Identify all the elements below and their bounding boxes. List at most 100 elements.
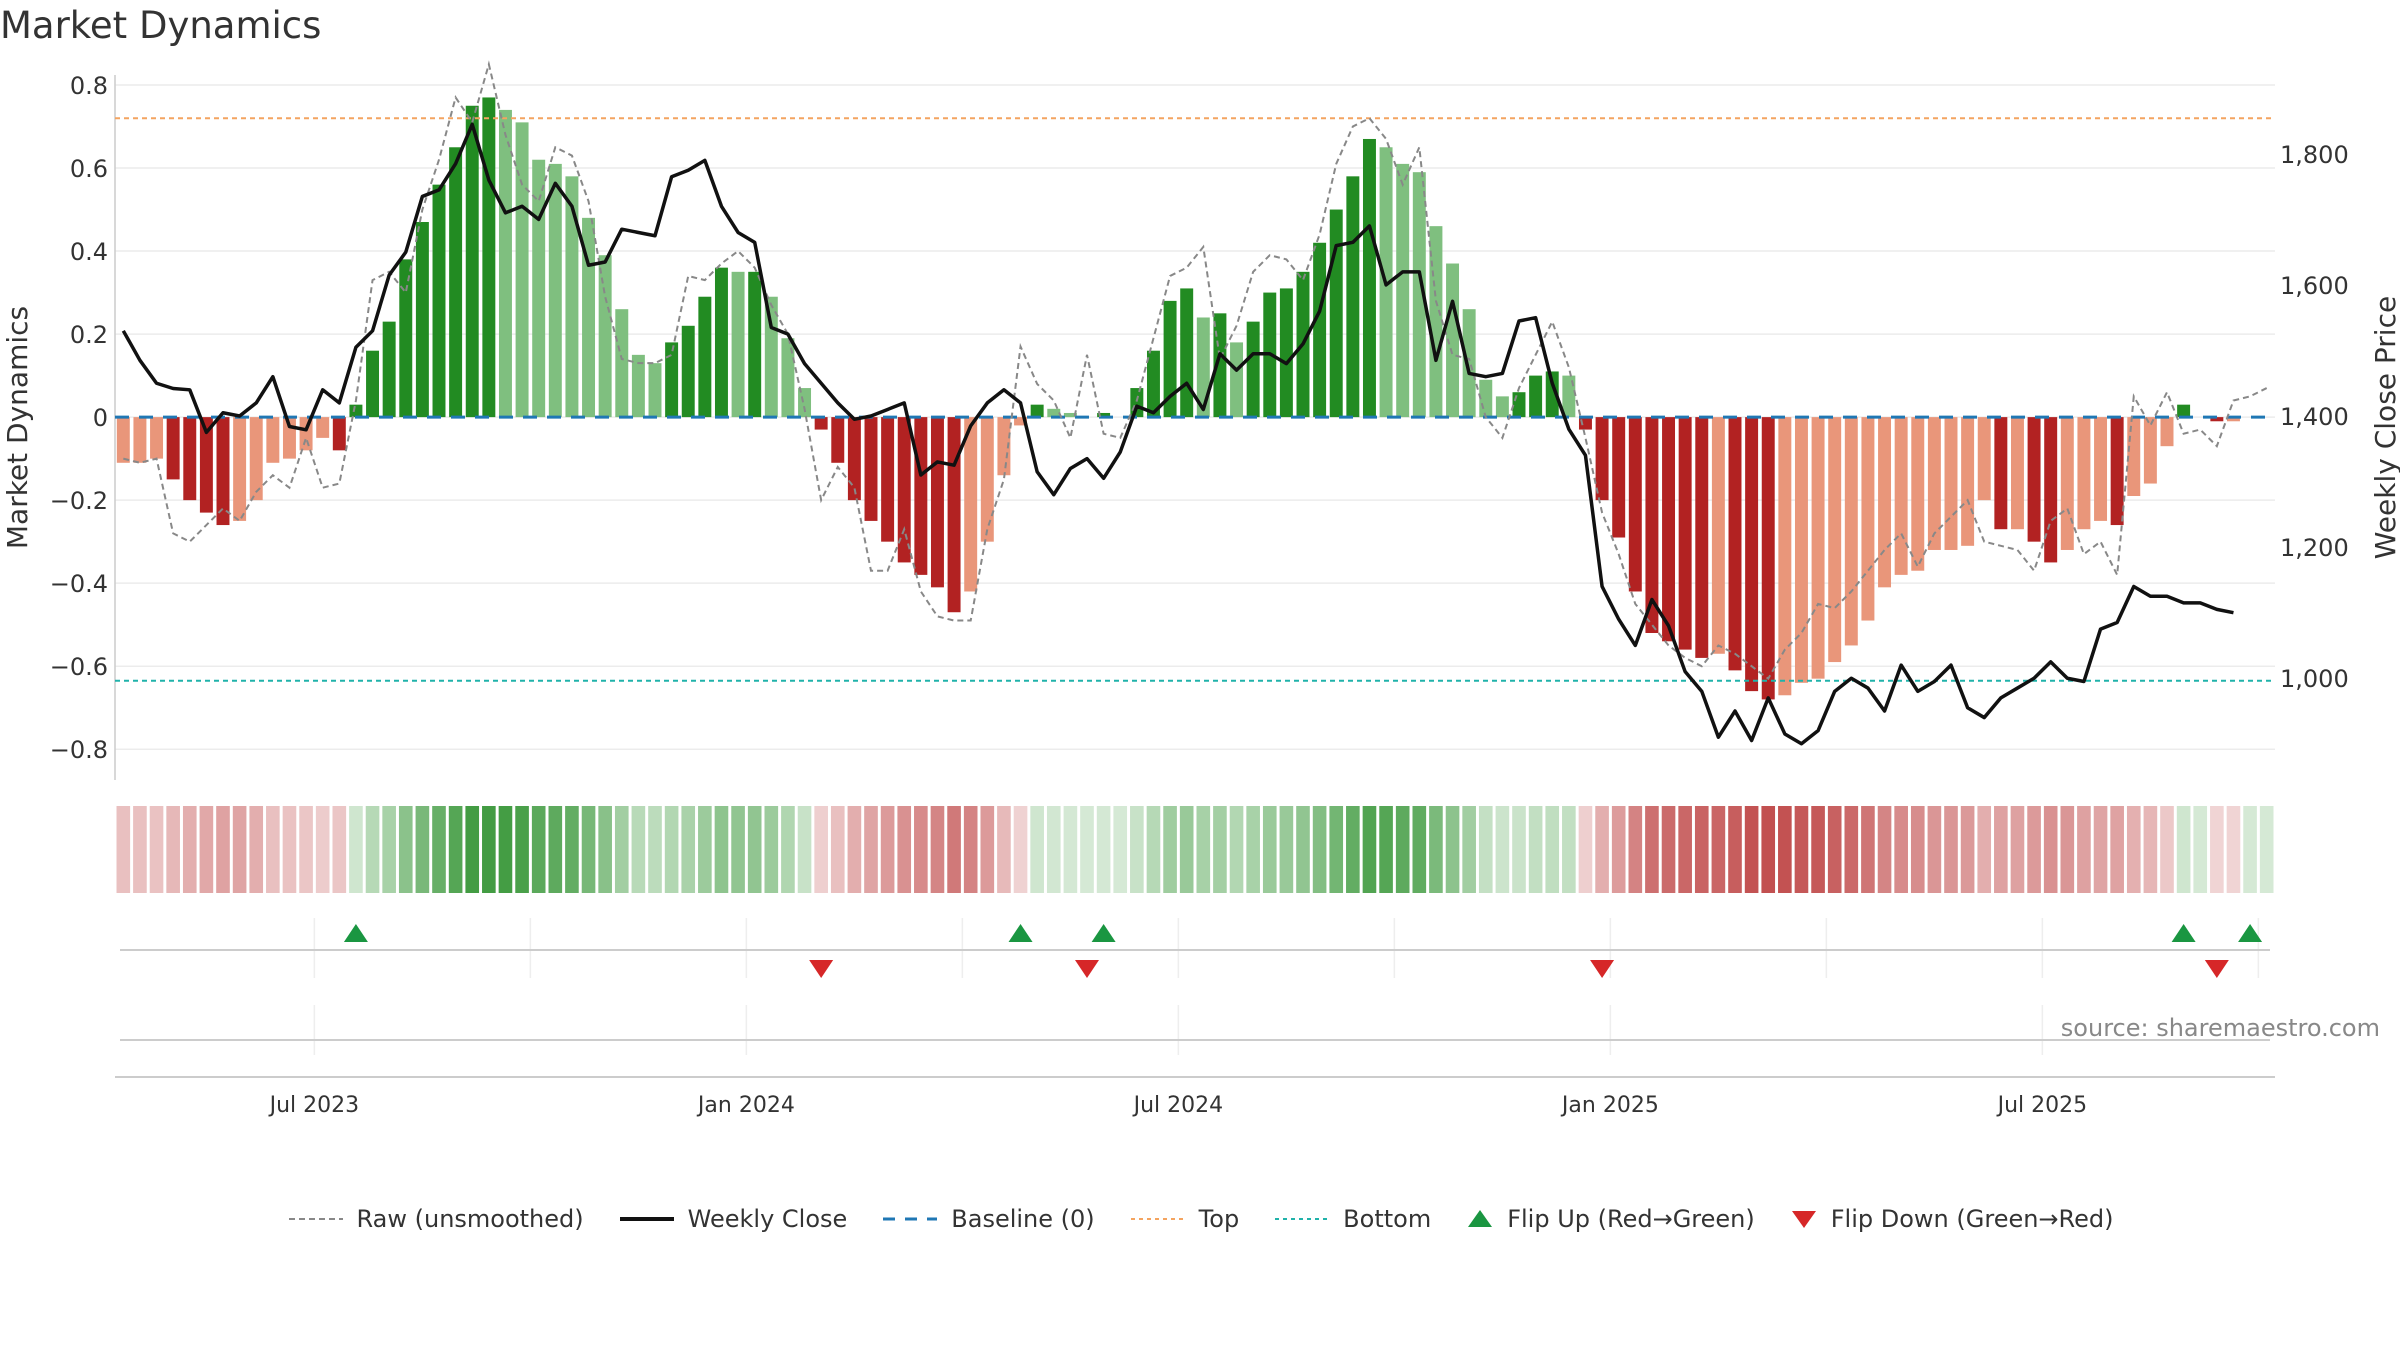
bar xyxy=(1861,417,1875,621)
x-tick-label: Jul 2025 xyxy=(1996,1093,2088,1118)
regime-strip-cell xyxy=(1794,806,1809,893)
bar xyxy=(366,350,380,418)
regime-strip-cell xyxy=(249,806,264,893)
regime-strip-cell xyxy=(2010,806,2025,893)
x-tick-label: Jan 2025 xyxy=(1560,1093,1659,1118)
regime-strip-cell xyxy=(448,806,463,893)
regime-strip-cell xyxy=(1296,806,1310,893)
regime-strip-cell xyxy=(1728,806,1742,893)
regime-strip-cell xyxy=(2093,806,2108,893)
regime-strip-cell xyxy=(1063,806,1078,893)
bar xyxy=(1828,417,1842,663)
regime-strip-cell xyxy=(349,806,363,893)
bar xyxy=(764,296,778,418)
bar xyxy=(1462,309,1476,418)
regime-strip-cell xyxy=(332,806,347,893)
legend-item-top: Top xyxy=(1129,1205,1239,1233)
regime-strip-cell xyxy=(2126,806,2141,893)
bar xyxy=(266,417,280,463)
flip-up-marker xyxy=(1008,924,1033,942)
bar xyxy=(1645,417,1659,633)
regime-strip-cell xyxy=(880,806,895,893)
legend-label-close: Weekly Close xyxy=(687,1205,848,1233)
bar xyxy=(2010,417,2024,530)
legend-label-baseline: Baseline (0) xyxy=(951,1205,1095,1233)
legend-item-bottom: Bottom xyxy=(1273,1205,1431,1233)
bar xyxy=(1279,288,1293,418)
regime-strip-cell xyxy=(1811,806,1825,893)
regime-strip-cell xyxy=(947,806,961,893)
regime-strip-cell xyxy=(1960,806,1975,893)
bar xyxy=(515,122,529,418)
bar xyxy=(615,309,629,418)
regime-strip-cell xyxy=(1013,806,1028,893)
regime-strip-cell xyxy=(980,806,995,893)
bar xyxy=(2094,417,2108,521)
regime-strip-cell xyxy=(930,806,945,893)
bar xyxy=(1695,417,1709,658)
regime-strip-cell xyxy=(1445,806,1460,893)
weekly-close-line xyxy=(121,122,2234,746)
bar xyxy=(881,417,895,542)
regime-strip-cell xyxy=(1130,806,1144,893)
bar xyxy=(1778,417,1792,696)
regime-strip-cell xyxy=(1545,806,1560,893)
y-tick-label-left: −0.8 xyxy=(50,736,108,764)
bar xyxy=(1495,396,1509,418)
legend-swatch-baseline xyxy=(883,1217,938,1221)
bar xyxy=(1562,375,1576,418)
regime-strip-cell xyxy=(1744,806,1759,893)
bar xyxy=(897,417,911,563)
regime-strip-cell xyxy=(498,806,513,893)
flip-down-marker xyxy=(1590,960,1615,978)
regime-strip-cell xyxy=(864,806,878,893)
legend-label-flipup: Flip Up (Red→Green) xyxy=(1507,1205,1755,1233)
regime-strip-cell xyxy=(1395,806,1410,893)
bar xyxy=(1961,417,1975,546)
regime-strip-cell xyxy=(614,806,629,893)
flip-up-marker xyxy=(2238,924,2263,942)
y-tick-label-right: 1,200 xyxy=(2280,534,2349,562)
legend-item-raw: Raw (unsmoothed) xyxy=(287,1205,584,1233)
bar xyxy=(997,417,1011,476)
bar xyxy=(332,417,346,451)
regime-strip-cell xyxy=(1213,806,1227,893)
bar xyxy=(1844,417,1858,646)
regime-strip-cell xyxy=(581,806,596,893)
regime-strip-cell xyxy=(830,806,845,893)
y-tick-label-right: 1,400 xyxy=(2280,403,2349,431)
bar xyxy=(1230,342,1244,418)
raw-unsmoothed-line xyxy=(123,60,2268,681)
regime-strip-cell xyxy=(1994,806,2008,893)
bar xyxy=(465,105,479,418)
regime-strip-cell xyxy=(648,806,662,893)
bar xyxy=(731,271,745,418)
bar xyxy=(980,417,994,542)
bar xyxy=(847,417,861,501)
bar xyxy=(482,97,496,418)
bar xyxy=(1711,417,1725,654)
bar xyxy=(498,109,512,418)
regime-strip-cell xyxy=(1927,806,1942,893)
y-tick-label-left: −0.4 xyxy=(50,570,108,598)
bar xyxy=(1678,417,1692,650)
bar xyxy=(1097,412,1111,418)
regime-strip-cell xyxy=(531,806,546,893)
regime-strip-cell xyxy=(315,806,330,893)
bar xyxy=(1346,176,1360,418)
regime-strip-cell xyxy=(1046,806,1061,893)
y-tick-label-right: 1,800 xyxy=(2280,141,2349,169)
bar xyxy=(532,159,546,418)
flip-up-marker xyxy=(1091,924,1116,942)
bar xyxy=(216,417,230,526)
bar xyxy=(1446,263,1460,418)
bar xyxy=(548,163,562,418)
regime-strip-cell xyxy=(814,806,828,893)
bar xyxy=(399,259,413,418)
legend-item-flipdown: Flip Down (Green→Red) xyxy=(1789,1205,2114,1233)
y-tick-label-left: −0.2 xyxy=(50,487,108,515)
legend-label-flipdown: Flip Down (Green→Red) xyxy=(1830,1205,2114,1233)
regime-strip-cell xyxy=(2210,806,2224,893)
regime-strip-cell xyxy=(764,806,779,893)
